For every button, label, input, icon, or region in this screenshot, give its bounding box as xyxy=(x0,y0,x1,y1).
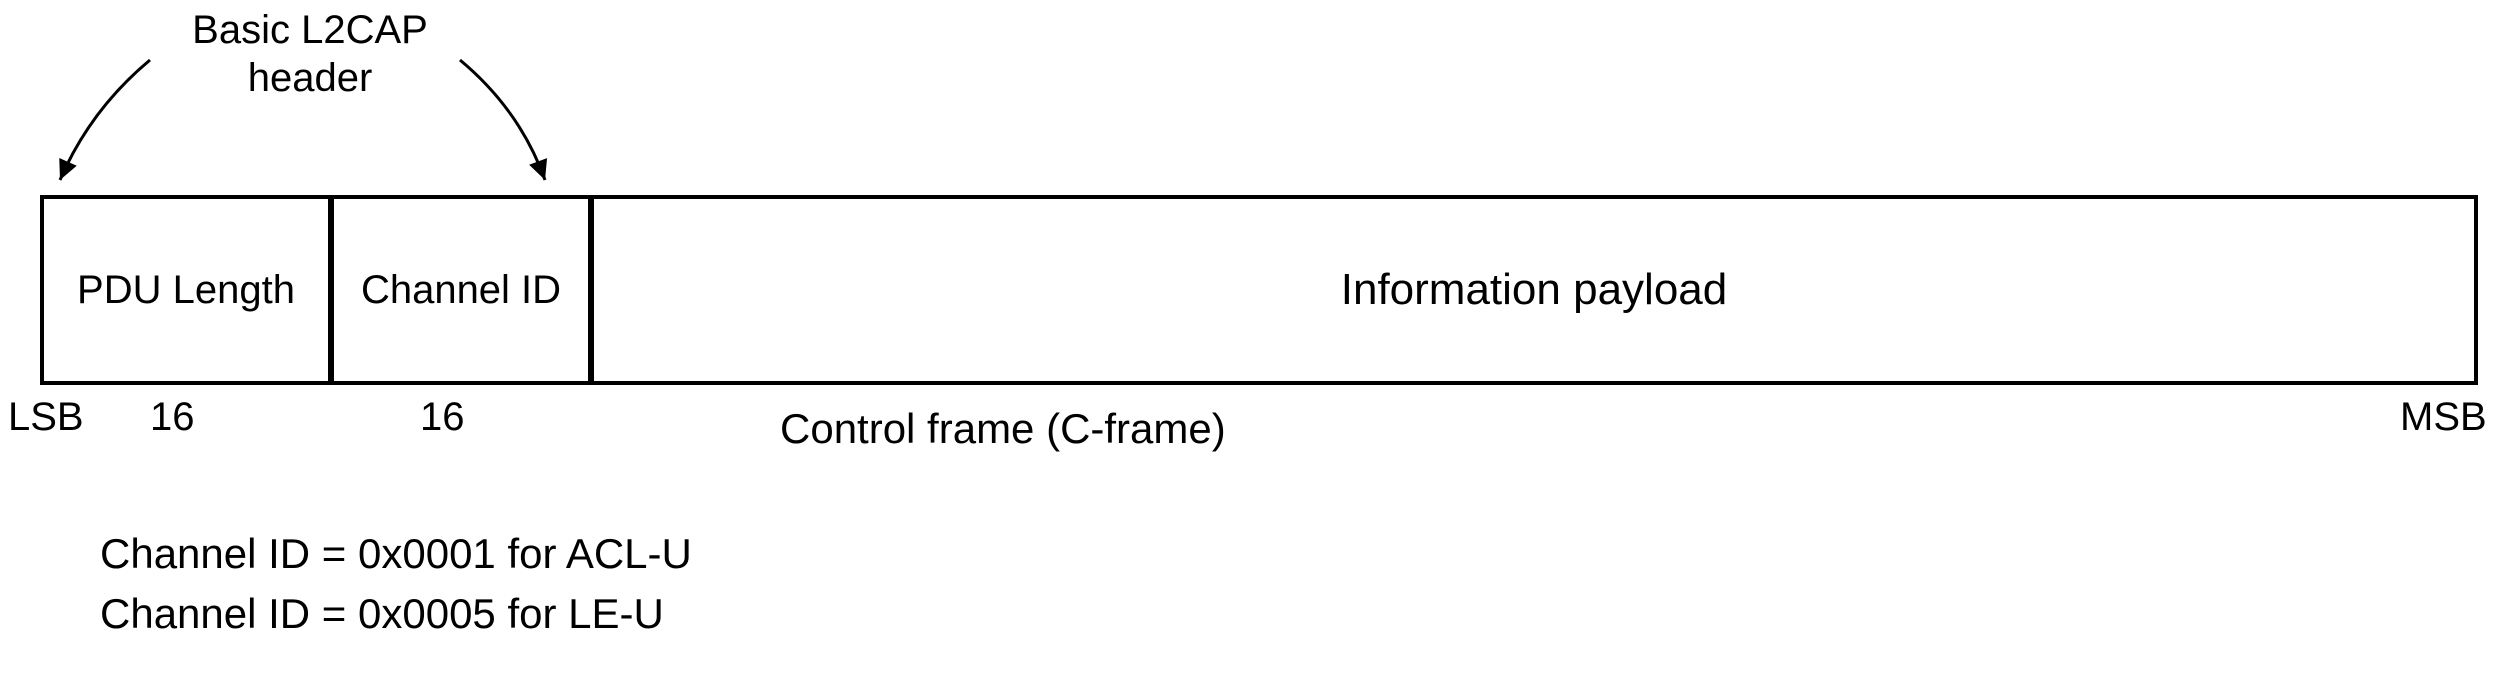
width-label-1: 16 xyxy=(150,395,195,440)
caption-label: Control frame (C-frame) xyxy=(780,405,1226,453)
lsb-label: LSB xyxy=(8,395,84,440)
frame-cell-0: PDU Length xyxy=(44,199,334,381)
frame-cell-label-0: PDU Length xyxy=(77,268,295,313)
msb-label: MSB xyxy=(2400,395,2487,440)
frame-row: PDU Length Channel ID Information payload xyxy=(40,195,2478,385)
frame-cell-label-2: Information payload xyxy=(1341,265,1727,315)
width-label-2: 16 xyxy=(420,395,465,440)
footer-notes: Channel ID = 0x0001 for ACL-UChannel ID … xyxy=(100,530,692,650)
frame-cell-2: Information payload xyxy=(594,199,2474,381)
footer-line-1: Channel ID = 0x0005 for LE-U xyxy=(100,590,692,650)
l2cap-frame-diagram: Basic L2CAP headerPDU LengthChannel IDIn… xyxy=(0,0,2500,687)
frame-cell-label-1: Channel ID xyxy=(361,268,561,313)
footer-line-0: Channel ID = 0x0001 for ACL-U xyxy=(100,530,692,590)
frame-cell-1: Channel ID xyxy=(334,199,594,381)
